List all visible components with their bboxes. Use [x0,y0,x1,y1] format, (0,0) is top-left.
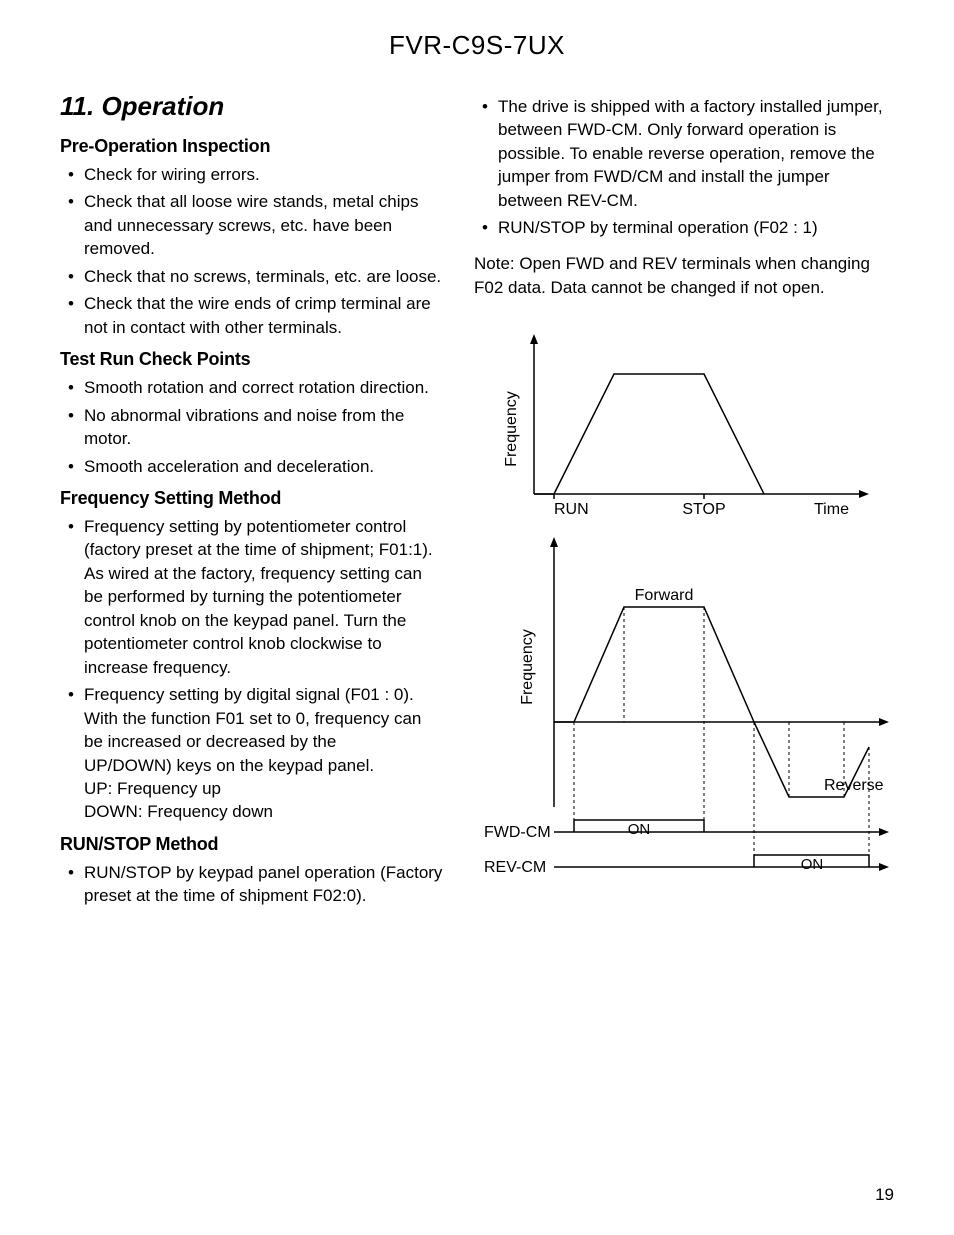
runstop-list: RUN/STOP by keypad panel operation (Fact… [60,861,444,908]
subhead-preop: Pre-Operation Inspection [60,136,444,157]
freq-list: Frequency setting by potentiometer contr… [60,515,444,824]
list-item: Smooth acceleration and deceleration. [60,455,444,478]
list-item: Check that the wire ends of crimp termin… [60,292,444,339]
subhead-runstop: RUN/STOP Method [60,834,444,855]
chart2-reverse: Reverse [824,777,884,794]
subhead-freq: Frequency Setting Method [60,488,444,509]
list-item: Frequency setting by digital signal (F01… [60,683,444,824]
right-column: The drive is shipped with a factory inst… [474,91,894,918]
list-item: RUN/STOP by keypad panel operation (Fact… [60,861,444,908]
section-title: 11. Operation [60,91,444,122]
list-item: No abnormal vibrations and noise from th… [60,404,444,451]
chart1-run: RUN [554,501,589,518]
testrun-list: Smooth rotation and correct rotation dir… [60,376,444,478]
chart2-on2: ON [801,856,824,873]
doc-header: FVR-C9S-7UX [60,30,894,61]
chart2-forward: Forward [635,587,694,604]
chart1-stop: STOP [682,501,725,518]
chart1-time: Time [814,501,849,518]
left-column: 11. Operation Pre-Operation Inspection C… [60,91,444,918]
chart2-revcm: REV-CM [484,859,546,876]
list-item: Check that all loose wire stands, metal … [60,190,444,260]
list-item: Smooth rotation and correct rotation dir… [60,376,444,399]
chart1-ylabel: Frequency [503,392,520,468]
chart2-ylabel: Frequency [519,630,536,706]
runstop-cont-list: The drive is shipped with a factory inst… [474,95,894,240]
list-item: Frequency setting by potentiometer contr… [60,515,444,679]
list-item: The drive is shipped with a factory inst… [474,95,894,212]
content-columns: 11. Operation Pre-Operation Inspection C… [60,91,894,918]
list-item: Check for wiring errors. [60,163,444,186]
note-text: Note: Open FWD and REV terminals when ch… [474,252,894,300]
chart2-on1: ON [628,821,651,838]
chart-runstop: Frequency RUN STOP Time [474,329,894,524]
chart-fwdrev: Frequency Forward Reverse FWD-CM [474,532,894,887]
list-item: Check that no screws, terminals, etc. ar… [60,265,444,288]
chart2-fwdcm: FWD-CM [484,824,551,841]
subhead-testrun: Test Run Check Points [60,349,444,370]
list-item: RUN/STOP by terminal operation (F02 : 1) [474,216,894,239]
preop-list: Check for wiring errors. Check that all … [60,163,444,339]
page-number: 19 [875,1185,894,1205]
